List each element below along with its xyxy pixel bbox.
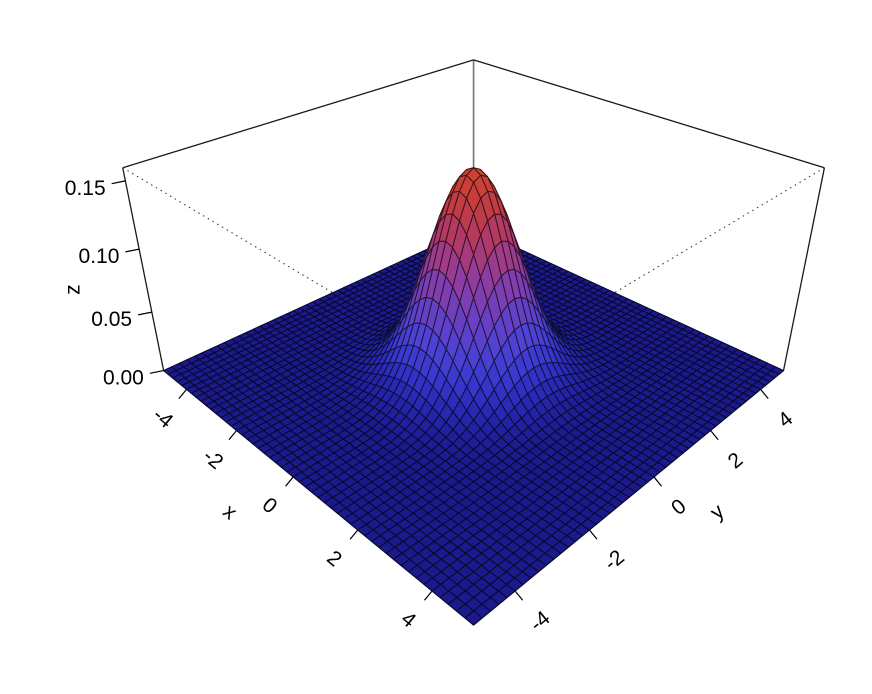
surface-plot-canvas [0,0,872,694]
surface-plot [0,0,872,694]
